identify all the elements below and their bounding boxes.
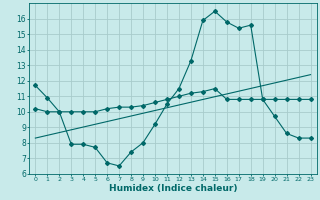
X-axis label: Humidex (Indice chaleur): Humidex (Indice chaleur) — [109, 184, 237, 193]
